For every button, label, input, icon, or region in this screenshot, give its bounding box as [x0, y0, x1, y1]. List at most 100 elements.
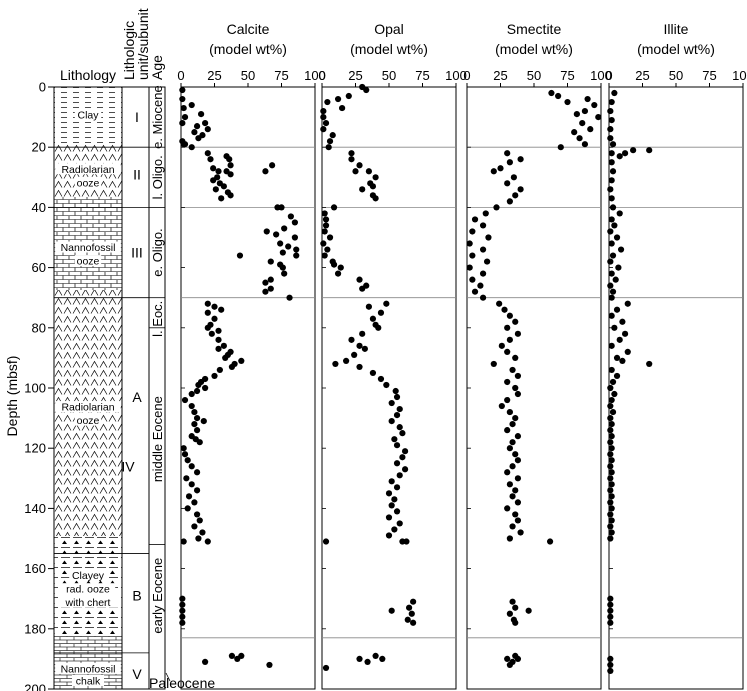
data-point: [393, 411, 401, 419]
data-point: [607, 595, 614, 602]
data-point: [514, 517, 522, 524]
data-point: [646, 360, 653, 368]
data-point: [383, 300, 390, 307]
data-point: [322, 216, 330, 223]
data-point: [571, 129, 578, 136]
data-point: [595, 114, 602, 121]
data-point: [322, 120, 330, 127]
x-tick-label: 25: [207, 68, 221, 83]
data-point: [321, 228, 328, 235]
data-point: [361, 345, 368, 352]
data-point: [408, 610, 415, 617]
data-point: [509, 493, 516, 500]
data-point: [179, 120, 186, 127]
data-point: [188, 463, 195, 470]
data-point: [348, 150, 355, 157]
data-point: [608, 294, 615, 301]
data-point: [485, 234, 492, 241]
data-point: [337, 264, 344, 271]
data-point: [613, 354, 621, 361]
data-point: [512, 451, 519, 458]
data-point: [188, 144, 195, 151]
data-point: [587, 126, 594, 133]
data-point: [548, 89, 555, 97]
x-tick-label: 25: [635, 68, 649, 83]
data-point: [222, 354, 229, 361]
data-point: [356, 655, 363, 663]
data-point: [195, 135, 202, 142]
data-point: [609, 378, 617, 386]
data-point: [262, 288, 269, 295]
data-point: [228, 363, 236, 371]
data-point: [501, 306, 508, 313]
data-point: [215, 327, 222, 334]
depth-axis-label: Depth (mbsf): [4, 356, 20, 437]
data-point: [396, 405, 403, 413]
data-point: [608, 517, 615, 524]
data-point: [320, 107, 327, 115]
data-point: [608, 481, 615, 488]
data-point: [490, 168, 497, 175]
age-label: l. Eoc.: [150, 301, 165, 337]
data-point: [607, 487, 614, 494]
data-point: [608, 421, 615, 428]
data-point: [287, 213, 294, 220]
data-point: [195, 381, 202, 389]
data-point: [506, 661, 513, 669]
data-point: [517, 529, 524, 536]
data-point: [546, 538, 554, 545]
data-point: [385, 490, 393, 497]
data-point: [188, 390, 195, 398]
data-point: [345, 92, 352, 100]
data-point: [324, 246, 331, 253]
data-point: [557, 144, 564, 151]
panel-title: Smectite: [507, 21, 562, 37]
data-point: [238, 652, 245, 659]
x-tick-label: 25: [493, 68, 507, 83]
unit-header-line1: Lithologic: [121, 21, 137, 80]
x-tick-label: 50: [241, 68, 255, 83]
data-point: [329, 132, 336, 139]
lith-label-bg: [55, 163, 121, 175]
data-point: [607, 535, 614, 542]
data-point: [179, 595, 186, 602]
data-point: [619, 318, 626, 325]
data-point: [512, 604, 519, 611]
data-point: [200, 418, 207, 425]
data-point: [348, 156, 355, 163]
depth-tick-label: 180: [24, 621, 46, 636]
data-point: [383, 381, 390, 389]
data-point: [359, 330, 366, 337]
paleocene-pointer: [165, 672, 171, 682]
depth-tick-label: 140: [24, 501, 46, 516]
data-point: [393, 393, 401, 401]
data-point: [193, 511, 201, 518]
data-point: [191, 129, 198, 136]
data-point: [198, 110, 205, 118]
unit-label: B: [132, 588, 141, 604]
data-point: [285, 243, 292, 250]
data-point: [193, 123, 201, 130]
data-point: [324, 98, 331, 106]
data-point: [293, 246, 300, 253]
data-point: [579, 120, 586, 127]
lith-label-bg: [55, 241, 121, 253]
data-point: [372, 652, 379, 659]
panel-title: Calcite: [227, 21, 270, 37]
data-point: [517, 156, 524, 163]
data-point: [179, 86, 186, 94]
lith-label: Radiolarian: [61, 402, 114, 414]
data-point: [504, 378, 511, 386]
data-point: [646, 147, 653, 154]
data-point: [514, 433, 522, 440]
data-point: [616, 153, 623, 160]
unit-label: V: [132, 666, 142, 682]
data-point: [218, 195, 225, 202]
data-point: [393, 484, 401, 491]
data-point: [609, 204, 617, 211]
depth-tick-label: 60: [32, 260, 46, 275]
data-point: [466, 240, 473, 247]
data-point: [514, 457, 522, 464]
data-point: [607, 427, 614, 434]
